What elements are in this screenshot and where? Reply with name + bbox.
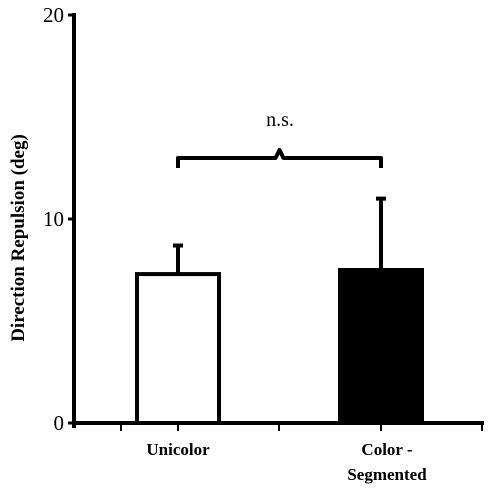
bar — [135, 272, 221, 425]
y-tick-label: 10 — [43, 207, 64, 231]
significance-bracket — [176, 148, 383, 168]
y-axis-title: Direction Repulsion (deg) — [8, 134, 29, 342]
x-tick-label: Color - — [361, 440, 412, 459]
bars — [135, 196, 424, 425]
labels: 0 10 20 Unicolor Color - Segmented — [43, 3, 427, 484]
bar — [338, 268, 424, 425]
significance-label: n.s. — [266, 109, 294, 131]
y-tick-label: 0 — [54, 411, 65, 435]
x-tick-label: Segmented — [347, 465, 427, 484]
x-tick-label: Unicolor — [146, 440, 210, 459]
y-tick-label: 20 — [43, 3, 64, 27]
